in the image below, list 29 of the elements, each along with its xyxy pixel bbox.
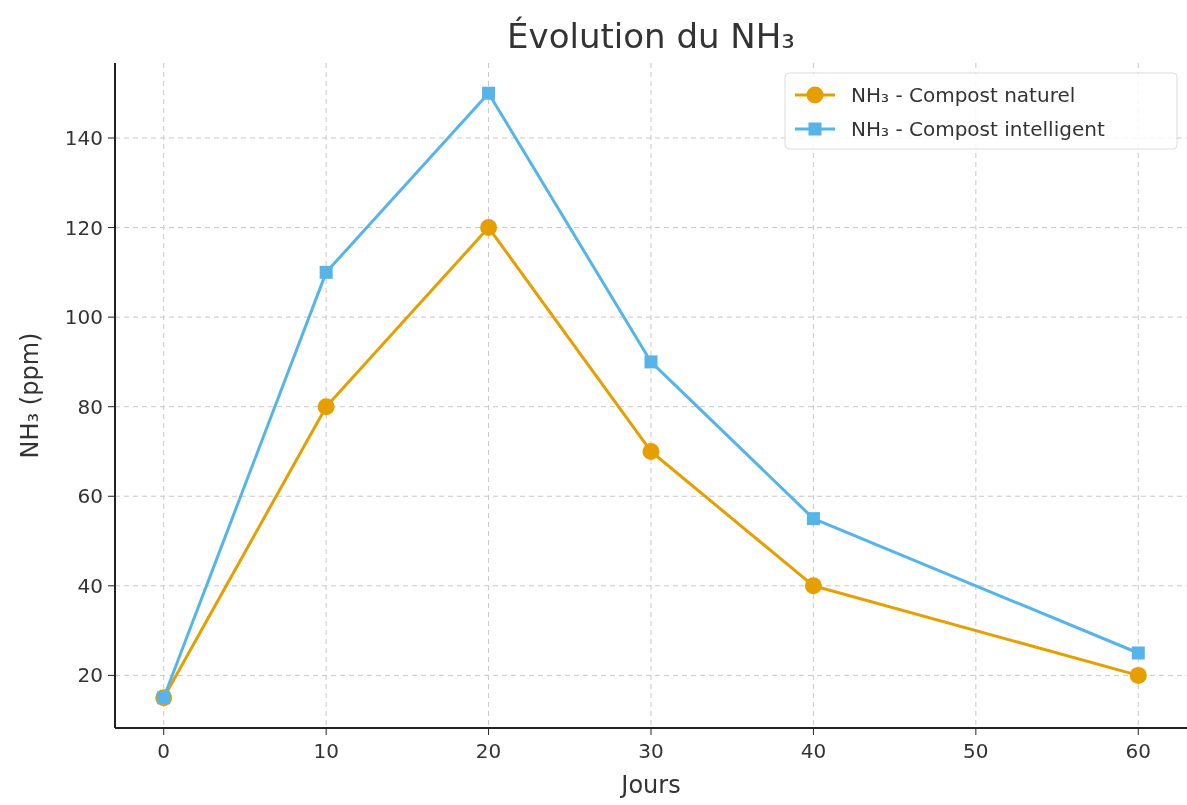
- point: [317, 398, 335, 416]
- point: [480, 219, 498, 237]
- y-tick-label: 60: [77, 484, 103, 509]
- point: [804, 577, 822, 595]
- y-tick-label: 140: [64, 126, 103, 151]
- point: [1131, 646, 1145, 660]
- x-tick-label: 30: [638, 739, 664, 763]
- point: [1129, 666, 1147, 684]
- x-tick-label: 50: [963, 739, 989, 763]
- x-tick-label: 10: [313, 739, 339, 763]
- point: [642, 442, 660, 460]
- y-tick-label: 80: [77, 394, 103, 419]
- x-tick-label: 40: [800, 739, 827, 763]
- y-tick-label: 100: [64, 305, 103, 330]
- point: [482, 86, 496, 100]
- legend-label: NH₃ - Compost intelligent: [851, 117, 1105, 141]
- y-tick-label: 20: [77, 663, 103, 688]
- chart-title: Évolution du NH₃: [507, 16, 795, 56]
- x-tick-label: 20: [475, 739, 502, 763]
- y-tick-label: 120: [64, 215, 103, 240]
- point: [644, 355, 658, 369]
- legend-label: NH₃ - Compost naturel: [851, 83, 1076, 107]
- y-axis-title: NH₃ (ppm): [16, 332, 44, 459]
- point: [319, 265, 333, 279]
- x-axis-title: Jours: [619, 771, 681, 799]
- y-tick-label: 40: [77, 573, 103, 598]
- x-tick-label: 0: [157, 739, 171, 763]
- x-tick-label: 60: [1125, 739, 1151, 763]
- point: [806, 512, 820, 526]
